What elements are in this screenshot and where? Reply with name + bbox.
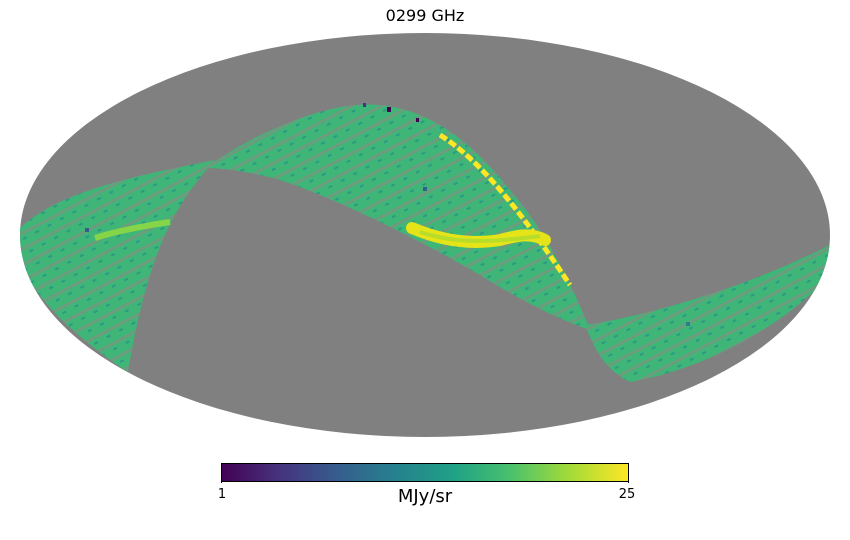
colorbar [221, 463, 629, 483]
band-main-arch [205, 104, 590, 330]
dark-pixel [423, 187, 427, 191]
bright-ridge [438, 132, 573, 287]
observed-band [20, 103, 830, 382]
colorbar-unit-label: MJy/sr [397, 486, 453, 507]
band-right-tail [585, 245, 830, 382]
dark-pixel [387, 107, 391, 112]
colorbar-max-label: 25 [618, 487, 636, 502]
dark-pixel [363, 103, 366, 107]
colorbar-min-label: 1 [217, 487, 227, 502]
dark-pixel [85, 228, 89, 232]
dark-pixel [416, 118, 419, 122]
map-title: 0299 GHz [385, 6, 465, 25]
dark-pixel [686, 322, 690, 326]
band-left-lobe [20, 160, 215, 372]
left-bright-streak [94, 219, 171, 241]
bright-core-glow [419, 230, 541, 243]
